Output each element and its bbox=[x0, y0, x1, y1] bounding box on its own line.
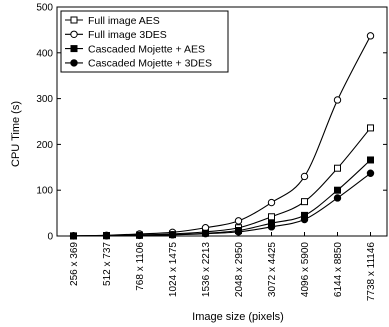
legend-entry: Cascaded Mojette + 3DES bbox=[65, 58, 212, 70]
data-point bbox=[300, 172, 309, 181]
y-tick-label: 400 bbox=[36, 48, 53, 59]
legend-entry: Full image 3DES bbox=[65, 29, 167, 41]
data-point bbox=[333, 194, 342, 202]
legend-entry: Cascaded Mojette + AES bbox=[65, 43, 205, 55]
series-layer bbox=[69, 32, 375, 240]
series-line bbox=[73, 172, 371, 237]
legend: Full image AES Full image 3DES Cascaded Mo… bbox=[60, 10, 229, 73]
y-tick-label: 500 bbox=[36, 3, 53, 14]
y-tick-label: 300 bbox=[36, 94, 53, 105]
x-axis-label: Image size (pixels) bbox=[192, 311, 284, 323]
data-point bbox=[333, 96, 342, 104]
data-point bbox=[102, 232, 111, 240]
data-point bbox=[234, 217, 243, 225]
legend-label: Full image 3DES bbox=[88, 29, 167, 41]
x-tick-label: 1536 x 2213 bbox=[201, 242, 212, 297]
series-3 bbox=[70, 156, 374, 240]
data-point bbox=[334, 164, 341, 172]
legend-marker-icon bbox=[70, 45, 78, 53]
y-axis-label: CPU Time (s) bbox=[10, 101, 22, 167]
data-point bbox=[201, 230, 210, 238]
data-point bbox=[366, 169, 375, 177]
series-1 bbox=[70, 124, 374, 240]
data-point bbox=[367, 156, 374, 164]
data-point bbox=[301, 198, 308, 206]
y-tick-label: 100 bbox=[36, 186, 53, 197]
y-tick-label: 0 bbox=[47, 232, 53, 243]
x-tick-label: 512 x 737 bbox=[102, 242, 113, 286]
legend-marker-icon bbox=[70, 59, 78, 67]
plot-frame bbox=[56, 6, 388, 237]
data-point bbox=[300, 215, 309, 224]
x-tick-label: 1024 x 1475 bbox=[168, 242, 179, 297]
legend-marker-icon bbox=[70, 16, 78, 24]
series-line bbox=[73, 35, 371, 237]
legend-entry: Full image AES bbox=[65, 15, 160, 27]
legend-label: Cascaded Mojette + AES bbox=[88, 43, 205, 55]
x-tick-label: 768 x 1106 bbox=[135, 242, 146, 291]
legend-box bbox=[60, 10, 229, 73]
x-tick-label: 6144 x 8850 bbox=[333, 242, 344, 297]
data-point bbox=[367, 124, 374, 132]
data-point bbox=[135, 231, 144, 240]
x-tick-label: 4096 x 5900 bbox=[300, 242, 311, 297]
data-point bbox=[268, 213, 275, 221]
series-line bbox=[73, 127, 371, 237]
data-point bbox=[366, 32, 375, 40]
legend-label: Full image AES bbox=[88, 15, 160, 27]
data-point bbox=[334, 186, 341, 194]
data-point bbox=[234, 228, 243, 236]
series-4 bbox=[69, 169, 375, 240]
x-tick-label: 2048 x 2950 bbox=[234, 242, 245, 297]
y-tick-label: 200 bbox=[36, 140, 53, 151]
data-point bbox=[168, 231, 177, 239]
legend-label: Cascaded Mojette + 3DES bbox=[88, 58, 212, 70]
legend-marker-icon bbox=[70, 30, 78, 38]
data-point bbox=[267, 223, 276, 231]
data-point bbox=[69, 232, 78, 240]
data-point bbox=[267, 198, 276, 207]
x-tick-label: 3072 x 4425 bbox=[267, 242, 278, 297]
x-tick-label: 256 x 369 bbox=[69, 242, 80, 286]
x-tick-label: 7738 x 11146 bbox=[366, 242, 377, 302]
